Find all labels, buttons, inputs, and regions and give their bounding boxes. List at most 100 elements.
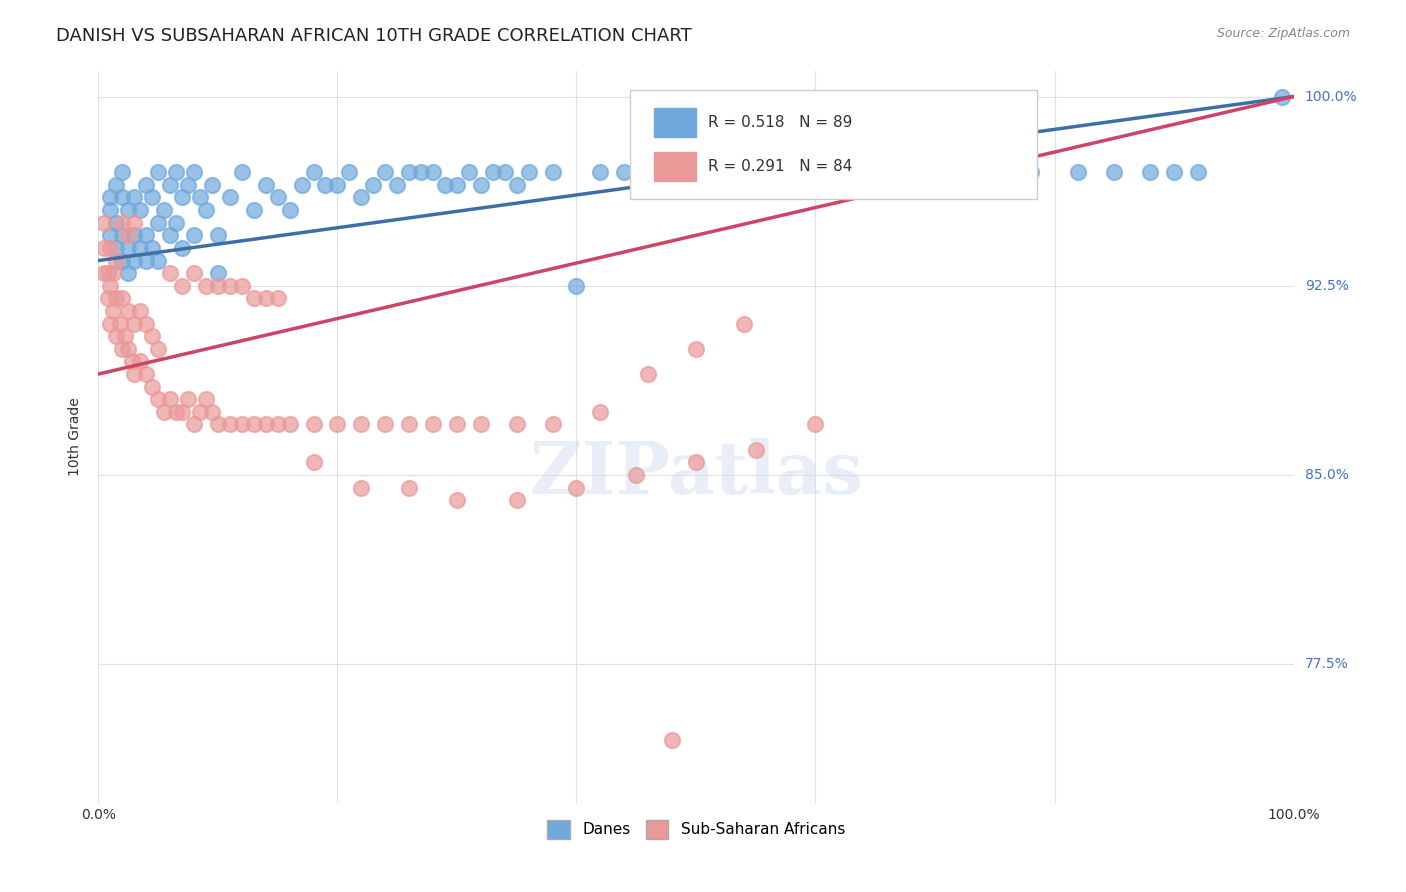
Point xyxy=(129,241,152,255)
Point xyxy=(117,266,139,280)
Point xyxy=(159,178,181,192)
Point xyxy=(135,367,157,381)
Point xyxy=(350,190,373,204)
Point xyxy=(434,178,457,192)
Point xyxy=(326,417,349,432)
Point xyxy=(745,442,768,457)
Point xyxy=(398,481,420,495)
Point xyxy=(172,278,194,293)
Text: DANISH VS SUBSAHARAN AFRICAN 10TH GRADE CORRELATION CHART: DANISH VS SUBSAHARAN AFRICAN 10TH GRADE … xyxy=(56,27,692,45)
Text: R = 0.291   N = 84: R = 0.291 N = 84 xyxy=(709,159,852,174)
Point xyxy=(804,165,827,179)
Point xyxy=(363,178,385,192)
Point xyxy=(458,165,481,179)
Point xyxy=(201,178,224,192)
Point xyxy=(685,165,707,179)
Point xyxy=(1271,89,1294,103)
Point xyxy=(626,467,648,482)
Point xyxy=(165,165,187,179)
Point xyxy=(124,228,146,243)
Point xyxy=(446,417,468,432)
Point xyxy=(267,291,290,305)
Text: ZIPatlas: ZIPatlas xyxy=(529,438,863,509)
Point xyxy=(117,241,139,255)
Point xyxy=(117,228,139,243)
Point xyxy=(141,379,163,393)
Point xyxy=(685,342,707,356)
Point xyxy=(148,392,170,407)
Point xyxy=(183,417,205,432)
Point xyxy=(177,392,200,407)
Point xyxy=(111,291,134,305)
Point xyxy=(541,165,564,179)
Point xyxy=(207,278,229,293)
Point xyxy=(948,165,970,179)
Point xyxy=(195,203,218,218)
Point xyxy=(148,342,170,356)
Point xyxy=(93,241,115,255)
Point xyxy=(470,178,492,192)
Point xyxy=(733,317,755,331)
Point xyxy=(195,392,218,407)
Point xyxy=(159,392,181,407)
Point xyxy=(117,342,139,356)
Point xyxy=(350,417,373,432)
Point xyxy=(124,367,146,381)
FancyBboxPatch shape xyxy=(654,108,696,137)
Point xyxy=(243,291,266,305)
Point xyxy=(135,178,157,192)
Y-axis label: 10th Grade: 10th Grade xyxy=(69,398,83,476)
Point xyxy=(756,165,779,179)
Point xyxy=(124,317,146,331)
Point xyxy=(108,317,131,331)
Point xyxy=(219,278,242,293)
Point xyxy=(129,304,152,318)
Point xyxy=(517,165,540,179)
Point xyxy=(398,417,420,432)
Point xyxy=(177,178,200,192)
Point xyxy=(565,278,588,293)
Point xyxy=(117,203,139,218)
Point xyxy=(124,190,146,204)
Point xyxy=(1163,165,1185,179)
Point xyxy=(111,216,134,230)
Point xyxy=(93,216,115,230)
Point xyxy=(141,241,163,255)
Point xyxy=(105,291,128,305)
Point xyxy=(165,216,187,230)
Point xyxy=(117,304,139,318)
Point xyxy=(506,178,529,192)
Point xyxy=(135,317,157,331)
Point xyxy=(153,203,176,218)
Point xyxy=(105,216,128,230)
Point xyxy=(243,417,266,432)
Text: 85.0%: 85.0% xyxy=(1305,468,1348,482)
Point xyxy=(302,417,325,432)
Point xyxy=(446,178,468,192)
Point xyxy=(422,417,444,432)
Point xyxy=(219,417,242,432)
Point xyxy=(207,228,229,243)
Point xyxy=(374,165,396,179)
Text: 77.5%: 77.5% xyxy=(1305,657,1348,671)
Point xyxy=(446,493,468,508)
Point xyxy=(111,190,134,204)
FancyBboxPatch shape xyxy=(630,90,1036,200)
Point xyxy=(111,253,134,268)
Point xyxy=(148,165,170,179)
Point xyxy=(924,165,946,179)
Point xyxy=(101,266,124,280)
Text: 100.0%: 100.0% xyxy=(1305,89,1357,103)
Point xyxy=(141,329,163,343)
Point xyxy=(105,241,128,255)
Point xyxy=(984,165,1007,179)
Point xyxy=(148,216,170,230)
Point xyxy=(98,190,122,204)
Point xyxy=(385,178,409,192)
Point xyxy=(565,481,588,495)
Point xyxy=(422,165,444,179)
Point xyxy=(589,165,612,179)
Point xyxy=(201,405,224,419)
Point xyxy=(124,253,146,268)
Point xyxy=(183,266,205,280)
